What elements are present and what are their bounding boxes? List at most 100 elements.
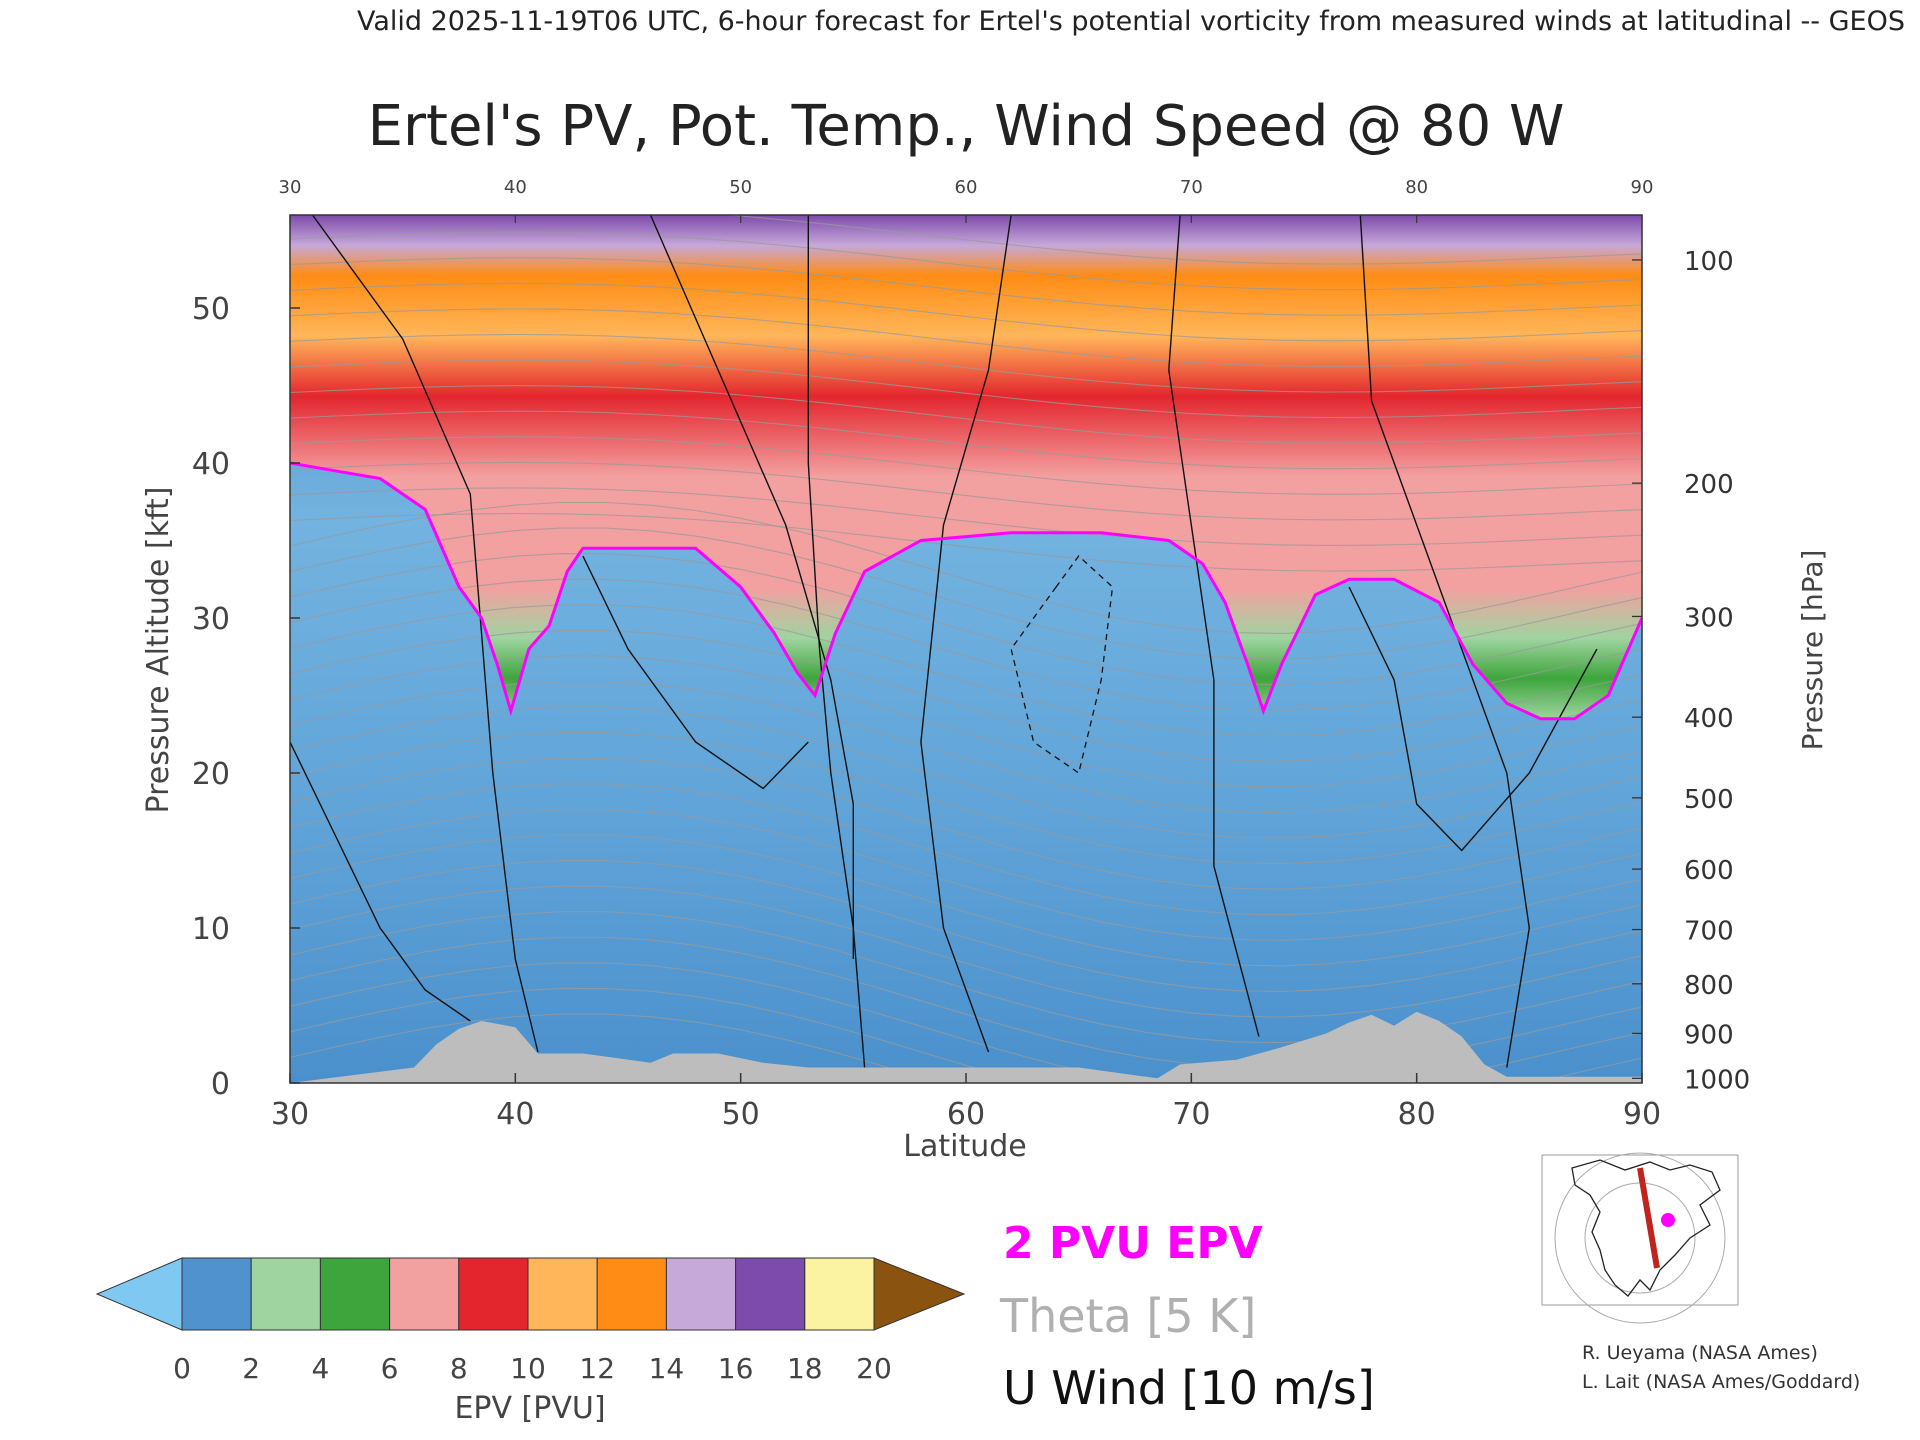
credit-line-1: R. Ueyama (NASA Ames) (1582, 1342, 1818, 1364)
pressure-tick-label: 700 (1684, 917, 1734, 947)
locator-map (1541, 1152, 1739, 1324)
top-tick-label: 60 (955, 177, 978, 198)
y-tick-label: 50 (192, 292, 230, 327)
theta-contour (290, 808, 1642, 941)
cross-section-track (1637, 1167, 1660, 1269)
colorbar-tick-label: 16 (718, 1352, 754, 1385)
u-wind-contour (311, 215, 539, 1053)
colorbar-segment (319, 1257, 391, 1331)
pressure-tick-label: 200 (1684, 470, 1734, 500)
theta-contour (290, 885, 1642, 1018)
theta-contour (290, 987, 1642, 1083)
chart-title: Ertel's PV, Pot. Temp., Wind Speed @ 80 … (368, 94, 1565, 159)
terrain-fill (290, 1011, 1642, 1083)
theta-contour (290, 655, 1642, 788)
pressure-tick-label: 800 (1684, 971, 1734, 1001)
top-axis: 30 40 50 60 70 80 90 (279, 177, 1654, 223)
y-tick-label: 30 (192, 602, 230, 637)
tropopause-2pvu-line (290, 461, 1642, 721)
x-axis-label: Latitude (903, 1129, 1026, 1164)
epv-colorbar: 0 2 4 6 8 10 12 14 16 18 20 (95, 1257, 966, 1385)
theta-contour (290, 487, 1642, 546)
top-tick-label: 70 (1180, 177, 1203, 198)
colorbar-tick-label: 14 (649, 1352, 685, 1385)
u-wind-contour (290, 741, 471, 1022)
colorbar-tick-label: 0 (173, 1352, 191, 1385)
top-tick-label: 40 (504, 177, 527, 198)
locator-map-grid (1554, 1152, 1726, 1324)
pressure-axis: 100 200 300 400 500 600 700 800 900 1000 (1632, 247, 1750, 1095)
theta-contour (290, 732, 1642, 865)
u-wind-contours (290, 215, 1598, 1068)
pressure-axis-label: Pressure [hPa] (1796, 550, 1829, 751)
colorbar-tick-label: 10 (510, 1352, 546, 1385)
credit-line-2: L. Lait (NASA Ames/Goddard) (1582, 1371, 1860, 1393)
theta-contour (290, 680, 1642, 814)
top-tick-label: 90 (1631, 177, 1654, 198)
x-tick-label: 30 (271, 1097, 309, 1132)
colorbar-segment (389, 1257, 460, 1331)
top-tick-label: 30 (279, 177, 302, 198)
u-wind-contour (1359, 215, 1531, 1068)
theta-contour (290, 501, 1642, 634)
x-axis: 30 40 50 60 70 80 90 (271, 1073, 1661, 1132)
colorbar-under-arrow (95, 1257, 183, 1331)
theta-contour (290, 461, 1642, 521)
legend-u-wind: U Wind [10 m/s] (1003, 1361, 1375, 1415)
theta-contour (290, 359, 1642, 419)
plot-area: 30 40 50 60 70 80 90 30 40 50 60 70 80 90 0 10 20 30 40 5… (192, 177, 1750, 1132)
x-tick-label: 90 (1623, 1097, 1661, 1132)
top-tick-label: 50 (729, 177, 752, 198)
colorbar-segment (458, 1257, 529, 1331)
theta-contour (290, 308, 1642, 367)
colorbar-tick-label: 4 (311, 1352, 329, 1385)
pressure-tick-label: 400 (1684, 704, 1734, 734)
pressure-tick-label: 300 (1684, 603, 1734, 633)
pressure-tick-label: 900 (1684, 1020, 1734, 1050)
pressure-tick-label: 500 (1684, 785, 1734, 815)
y-tick-label: 40 (192, 447, 230, 482)
colorbar-segment (527, 1257, 598, 1331)
pressure-tick-label: 600 (1684, 856, 1734, 886)
u-wind-contour (582, 555, 809, 790)
legend-epv-2pvu: 2 PVU EPV (1003, 1218, 1263, 1269)
theta-contour (290, 282, 1642, 342)
u-wind-contour (1348, 586, 1598, 852)
theta-contour (290, 257, 1642, 316)
theta-contour (290, 783, 1642, 916)
colorbar-tick-label: 6 (381, 1352, 399, 1385)
locator-point (1661, 1213, 1675, 1227)
theta-contour (290, 512, 1642, 572)
theta-contour (290, 834, 1642, 967)
colorbar-tick-label: 18 (787, 1352, 823, 1385)
theta-contour (290, 859, 1642, 993)
colorbar-segment (596, 1257, 667, 1331)
theta-contour (290, 1013, 942, 1083)
locator-map-coastline (1571, 1159, 1721, 1297)
theta-contour (290, 706, 1642, 839)
u-wind-contour (649, 215, 854, 959)
valid-time-header: Valid 2025-11-19T06 UTC, 6-hour forecast… (357, 6, 1905, 37)
y-tick-label: 10 (192, 912, 230, 947)
colorbar-segment (804, 1257, 875, 1331)
colorbar-tick-label: 20 (856, 1352, 892, 1385)
colorbar-label: EPV [PVU] (454, 1391, 605, 1426)
theta-contours (290, 215, 1642, 1083)
pressure-tick-label: 1000 (1684, 1065, 1750, 1095)
theta-contour (290, 604, 1642, 737)
top-tick-label: 80 (1405, 177, 1428, 198)
y-tick-label: 0 (211, 1067, 230, 1102)
colorbar-over-arrow (873, 1257, 966, 1331)
theta-contour (720, 215, 1642, 265)
y-axis-label: Pressure Altitude [kft] (141, 487, 176, 814)
colorbar-tick-label: 8 (450, 1352, 468, 1385)
u-wind-contour (807, 215, 866, 1068)
x-tick-label: 40 (496, 1097, 534, 1132)
colorbar-segment (665, 1257, 737, 1331)
theta-contour (290, 231, 1642, 291)
theta-contour (290, 578, 1642, 711)
x-tick-label: 60 (947, 1097, 985, 1132)
theta-contour (290, 333, 1642, 393)
colorbar-tick-label: 12 (579, 1352, 615, 1385)
